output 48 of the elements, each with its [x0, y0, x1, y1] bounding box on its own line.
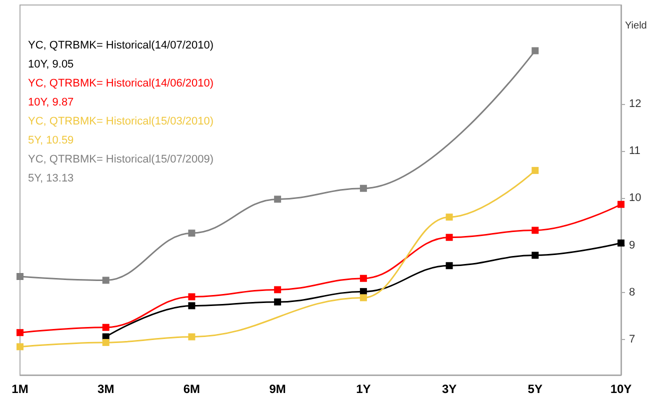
point [16, 343, 24, 350]
y-tick-label: 10 [629, 192, 642, 204]
point [446, 234, 453, 241]
y-tick-label: 11 [629, 145, 640, 158]
annotation: 10Y, 9.05 [28, 58, 74, 70]
point [618, 240, 624, 247]
x-tick-label: 3Y [442, 382, 457, 396]
point [16, 329, 24, 336]
point [102, 324, 110, 331]
x-tick-label: 10Y [610, 382, 632, 396]
x-tick-label: 1M [12, 382, 28, 396]
point [532, 47, 539, 54]
point [102, 276, 110, 284]
point [102, 338, 110, 346]
annotation: 10Y, 9.87 [28, 96, 74, 108]
point [532, 226, 539, 234]
point [274, 196, 282, 203]
point [360, 294, 367, 302]
y-tick-label: 12 [629, 98, 642, 110]
x-tick-label: 3M [98, 382, 114, 396]
point [188, 302, 196, 310]
y-tick-label: 8 [629, 286, 636, 299]
x-tick-label: 1Y [356, 382, 371, 396]
point [188, 230, 196, 237]
point [360, 274, 367, 282]
point [532, 166, 539, 174]
point [532, 252, 539, 259]
text: YC, QTRBMK= Historical(15/03/2010) [28, 116, 214, 128]
y-tick-label: 7 [629, 334, 636, 346]
y-axis-title: Yield [625, 20, 647, 32]
point [188, 293, 196, 300]
text: YC, QTRBMK= Historical(15/07/2009) [28, 154, 214, 166]
y-tick-label: 9 [629, 239, 636, 252]
point [16, 272, 24, 280]
x-tick-label: 9M [269, 382, 286, 396]
point [618, 200, 624, 208]
text: YC, QTRBMK= Historical(14/07/2010) [28, 40, 214, 52]
annotation: 5Y, 10.59 [28, 134, 74, 146]
x-tick-label: 6M [183, 382, 200, 396]
x-tick-label: 5Y [528, 382, 542, 396]
point [446, 262, 453, 270]
point [274, 298, 282, 306]
point [446, 214, 453, 221]
text: YC, QTRBMK= Historical(14/06/2010) [28, 78, 214, 90]
point [274, 286, 282, 294]
point [360, 184, 367, 192]
annotation: 5Y, 13.13 [28, 172, 74, 184]
point [188, 333, 196, 340]
